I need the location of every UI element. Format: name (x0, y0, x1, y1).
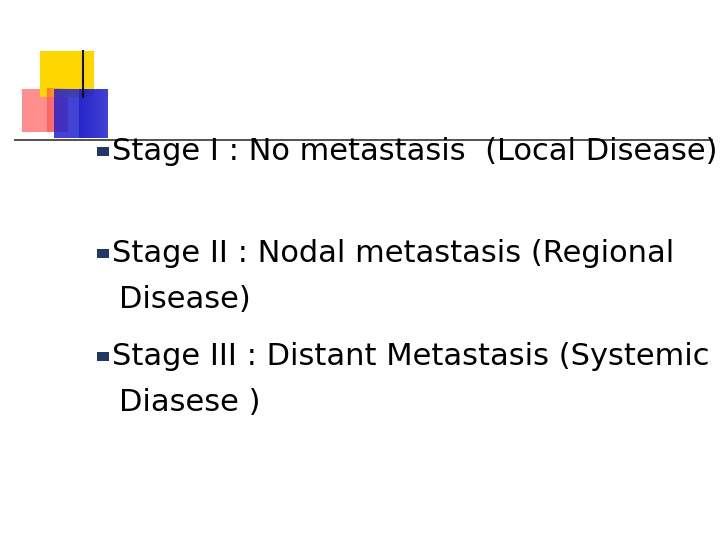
Text: Stage III : Distant Metastasis (Systemic: Stage III : Distant Metastasis (Systemic (112, 342, 709, 371)
Bar (40, 51, 94, 97)
Bar (97, 352, 109, 361)
Bar (54, 89, 108, 138)
Text: Diasese ): Diasese ) (119, 388, 261, 417)
Text: Stage I : No metastasis  (Local Disease): Stage I : No metastasis (Local Disease) (112, 137, 717, 166)
Bar (97, 147, 109, 156)
Bar (22, 89, 68, 132)
Bar (97, 249, 109, 258)
Text: Disease): Disease) (119, 285, 251, 314)
Text: Stage II : Nodal metastasis (Regional: Stage II : Nodal metastasis (Regional (112, 239, 674, 268)
